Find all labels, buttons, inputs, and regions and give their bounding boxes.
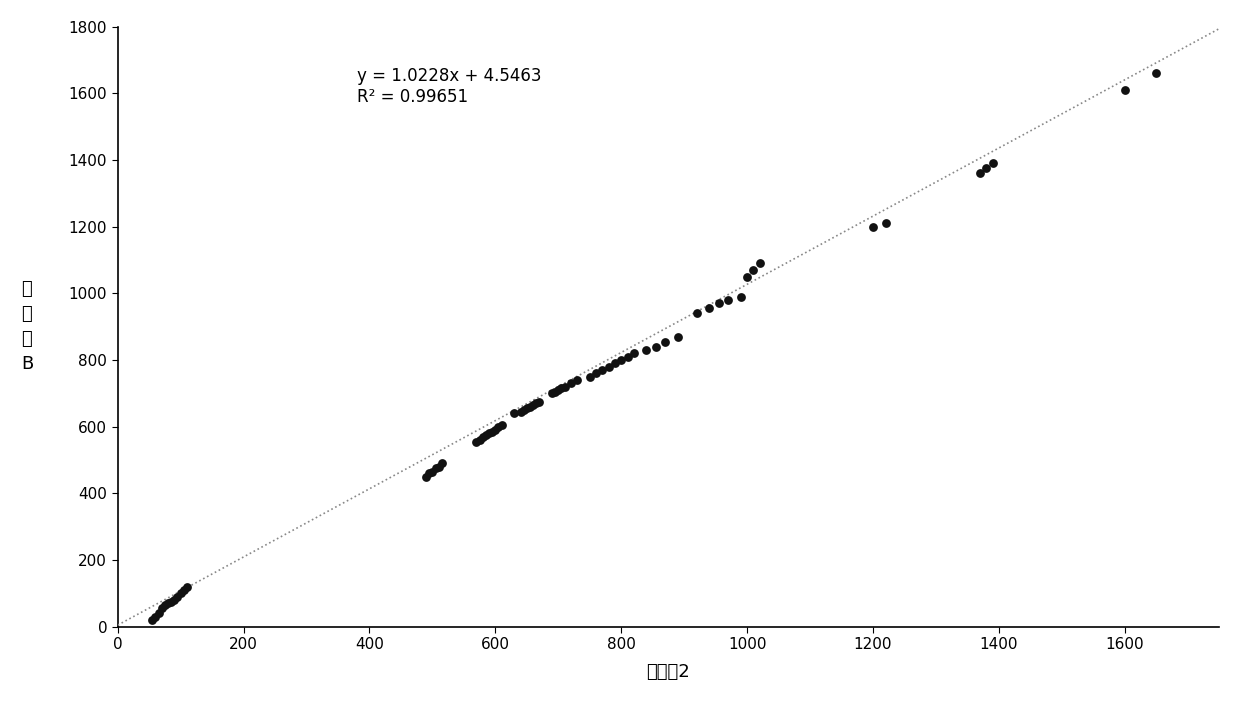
Point [143, 614, 162, 625]
Point [423, 466, 443, 477]
Point [618, 351, 637, 362]
Point [429, 461, 449, 472]
Point [709, 298, 729, 309]
Point [982, 158, 1002, 169]
Point [167, 591, 187, 602]
Point [505, 408, 525, 419]
Point [417, 471, 436, 482]
Point [976, 163, 996, 174]
Point [542, 388, 562, 399]
Point [1115, 84, 1135, 95]
Point [699, 303, 719, 314]
Point [548, 385, 568, 396]
Point [863, 221, 883, 232]
Point [511, 406, 531, 417]
Point [482, 426, 502, 437]
Point [526, 398, 546, 409]
Point [479, 428, 498, 439]
Point [750, 258, 770, 269]
Point [668, 331, 688, 343]
Point [737, 271, 756, 282]
X-axis label: 试剂盒2: 试剂盒2 [646, 663, 691, 681]
Point [546, 386, 565, 397]
Point [646, 341, 666, 352]
Point [425, 463, 445, 474]
Point [466, 436, 486, 447]
Point [520, 401, 539, 412]
Point [580, 371, 600, 383]
Point [567, 374, 587, 385]
Point [151, 603, 171, 614]
Point [552, 383, 572, 394]
Point [171, 588, 191, 599]
Point [155, 600, 175, 611]
Point [593, 364, 613, 376]
Point [489, 421, 508, 432]
Point [624, 347, 644, 359]
Y-axis label: 试
剂
盒
B: 试 剂 盒 B [21, 280, 33, 373]
Point [611, 355, 631, 366]
Text: y = 1.0228x + 4.5463
R² = 0.99651: y = 1.0228x + 4.5463 R² = 0.99651 [357, 67, 542, 105]
Point [485, 425, 505, 436]
Point [145, 611, 165, 622]
Point [165, 595, 185, 606]
Point [149, 608, 169, 619]
Point [419, 468, 439, 479]
Point [472, 431, 492, 442]
Point [529, 396, 549, 407]
Point [599, 361, 619, 372]
Point [687, 307, 707, 319]
Point [875, 218, 895, 229]
Point [523, 399, 543, 411]
Point [970, 168, 990, 179]
Point [492, 419, 512, 430]
Point [513, 404, 533, 416]
Point [177, 581, 197, 592]
Point [554, 381, 574, 392]
Point [432, 458, 451, 469]
Point [744, 265, 764, 276]
Point [718, 294, 738, 305]
Point [1146, 68, 1166, 79]
Point [636, 345, 656, 356]
Point [605, 358, 625, 369]
Point [470, 435, 490, 446]
Point [161, 596, 181, 607]
Point [560, 378, 580, 389]
Point [656, 336, 676, 347]
Point [587, 368, 606, 379]
Point [730, 291, 750, 303]
Point [517, 403, 537, 414]
Point [476, 430, 496, 441]
Point [174, 584, 193, 595]
Point [159, 597, 179, 609]
